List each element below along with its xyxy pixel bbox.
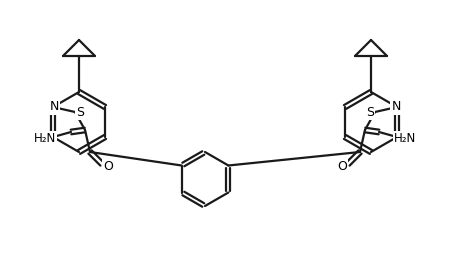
Text: S: S [76, 105, 84, 119]
Text: H₂N: H₂N [34, 131, 56, 145]
Text: O: O [103, 160, 113, 172]
Text: N: N [392, 100, 400, 114]
Text: H₂N: H₂N [394, 131, 416, 145]
Text: S: S [366, 105, 374, 119]
Text: O: O [337, 160, 347, 172]
Text: N: N [50, 100, 58, 114]
